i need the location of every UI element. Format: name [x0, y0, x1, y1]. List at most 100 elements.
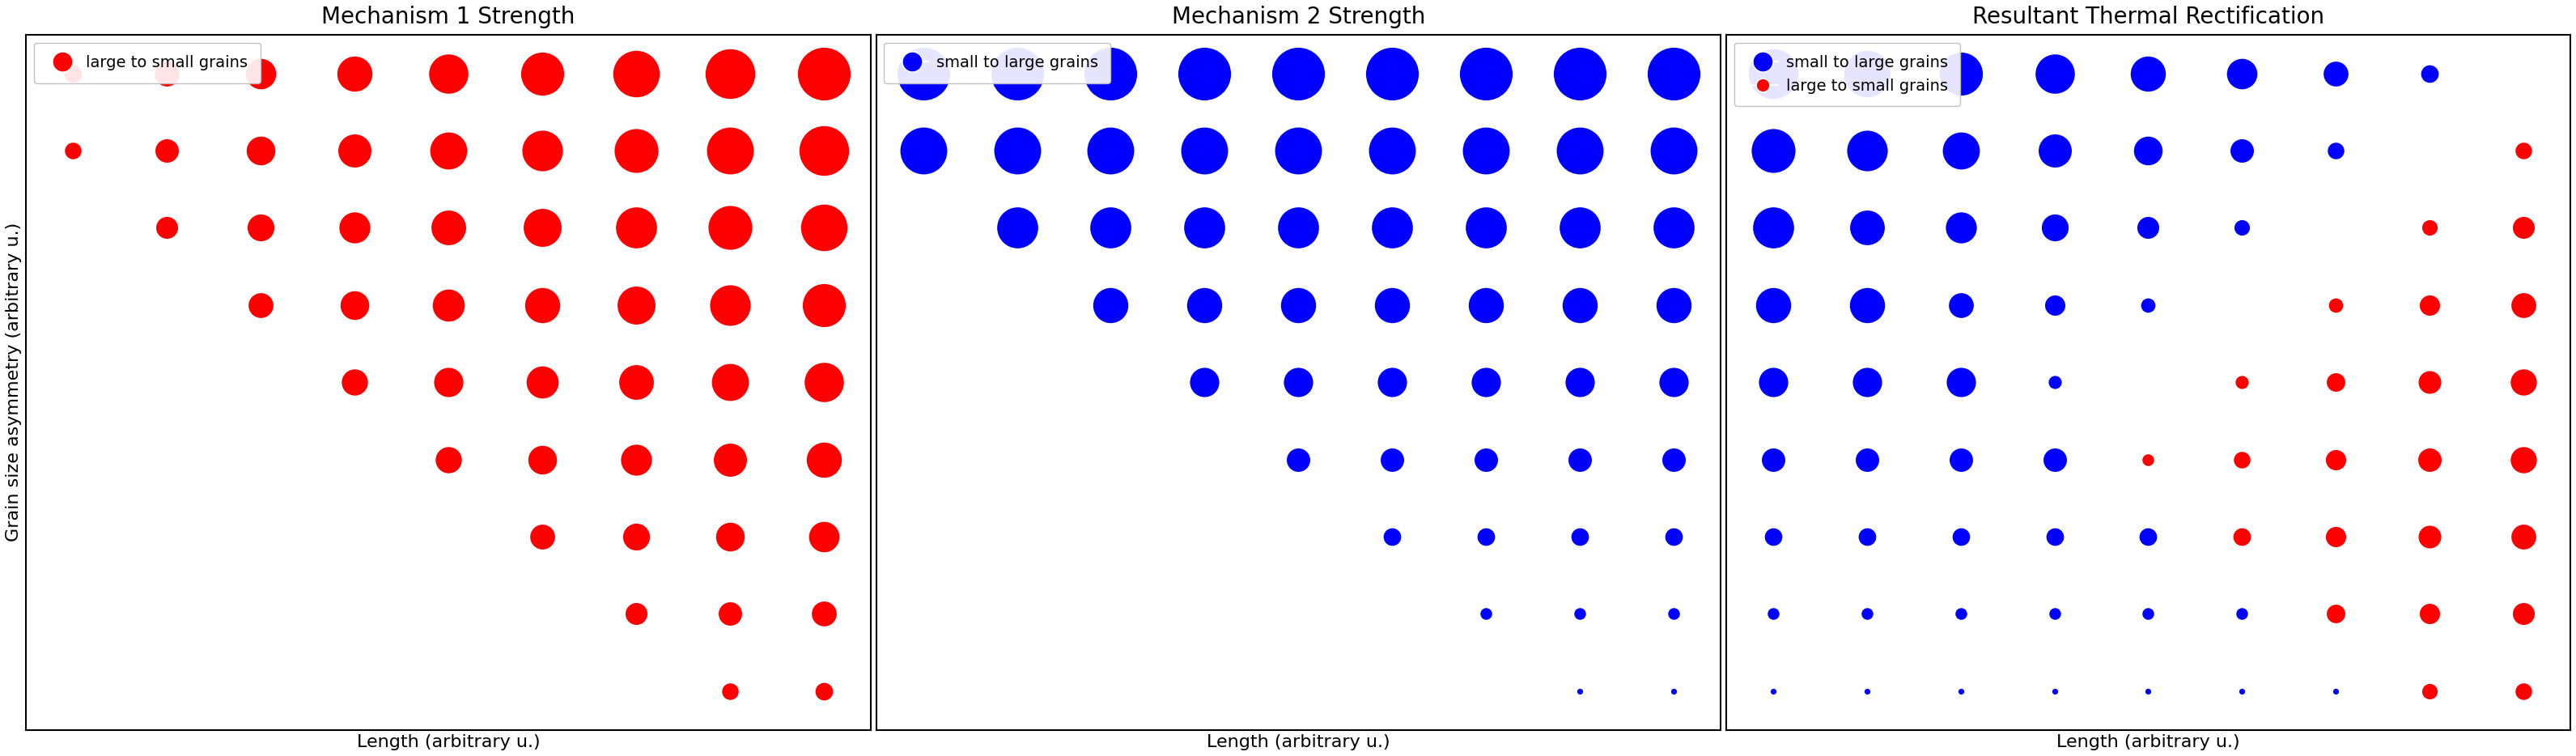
- Point: [2316, 608, 2357, 620]
- Point: [1558, 67, 1600, 79]
- Point: [523, 67, 564, 79]
- Point: [708, 67, 750, 79]
- Point: [1185, 144, 1226, 156]
- Point: [2504, 144, 2545, 156]
- Point: [2035, 685, 2076, 697]
- Point: [2409, 531, 2450, 543]
- X-axis label: Length (arbitrary u.): Length (arbitrary u.): [1206, 734, 1391, 751]
- Point: [1847, 299, 1888, 311]
- X-axis label: Length (arbitrary u.): Length (arbitrary u.): [355, 734, 541, 751]
- Point: [1940, 67, 1981, 79]
- Point: [52, 144, 93, 156]
- Point: [708, 531, 750, 543]
- Point: [1654, 222, 1695, 234]
- Point: [616, 222, 657, 234]
- Title: Resultant Thermal Rectification: Resultant Thermal Rectification: [1973, 5, 2324, 28]
- Point: [2035, 376, 2076, 389]
- Point: [1654, 608, 1695, 620]
- Point: [2221, 454, 2262, 466]
- Point: [2316, 685, 2357, 697]
- Point: [1847, 608, 1888, 620]
- Y-axis label: Grain size asymmetry (arbitrary u.): Grain size asymmetry (arbitrary u.): [5, 222, 21, 542]
- Point: [804, 685, 845, 697]
- Point: [1847, 222, 1888, 234]
- Point: [2409, 608, 2450, 620]
- Point: [523, 376, 564, 389]
- Point: [1940, 608, 1981, 620]
- Point: [2316, 376, 2357, 389]
- Point: [523, 454, 564, 466]
- Point: [2128, 531, 2169, 543]
- Point: [2504, 685, 2545, 697]
- Point: [1278, 299, 1319, 311]
- Point: [2128, 222, 2169, 234]
- Point: [708, 454, 750, 466]
- Point: [804, 222, 845, 234]
- Point: [2221, 531, 2262, 543]
- Point: [240, 299, 281, 311]
- Point: [2221, 222, 2262, 234]
- Point: [1185, 222, 1226, 234]
- Point: [1654, 299, 1695, 311]
- Point: [428, 144, 469, 156]
- Legend: small to large grains: small to large grains: [884, 42, 1110, 83]
- Point: [1558, 531, 1600, 543]
- Point: [147, 67, 188, 79]
- Point: [997, 144, 1038, 156]
- Point: [1654, 67, 1695, 79]
- Point: [1466, 608, 1507, 620]
- Point: [1940, 376, 1981, 389]
- Point: [616, 144, 657, 156]
- Point: [708, 222, 750, 234]
- Point: [1558, 299, 1600, 311]
- Point: [804, 454, 845, 466]
- Point: [335, 376, 376, 389]
- Point: [1752, 222, 1793, 234]
- Point: [1370, 299, 1412, 311]
- Point: [2221, 608, 2262, 620]
- Point: [2316, 531, 2357, 543]
- Point: [1466, 376, 1507, 389]
- Point: [997, 222, 1038, 234]
- Point: [2504, 299, 2545, 311]
- Point: [1752, 67, 1793, 79]
- Point: [2316, 299, 2357, 311]
- Point: [1466, 454, 1507, 466]
- Point: [2035, 144, 2076, 156]
- Point: [1847, 376, 1888, 389]
- X-axis label: Length (arbitrary u.): Length (arbitrary u.): [2056, 734, 2241, 751]
- Title: Mechanism 1 Strength: Mechanism 1 Strength: [322, 5, 574, 28]
- Point: [1940, 531, 1981, 543]
- Point: [2409, 222, 2450, 234]
- Point: [147, 222, 188, 234]
- Point: [428, 376, 469, 389]
- Point: [1558, 608, 1600, 620]
- Point: [1466, 299, 1507, 311]
- Point: [1654, 531, 1695, 543]
- Point: [2316, 454, 2357, 466]
- Point: [1752, 299, 1793, 311]
- Point: [1654, 454, 1695, 466]
- Point: [1940, 454, 1981, 466]
- Point: [1558, 222, 1600, 234]
- Point: [902, 67, 943, 79]
- Point: [1090, 299, 1131, 311]
- Point: [2035, 454, 2076, 466]
- Point: [1370, 144, 1412, 156]
- Point: [1752, 144, 1793, 156]
- Point: [1940, 685, 1981, 697]
- Point: [1558, 685, 1600, 697]
- Legend: large to small grains: large to small grains: [33, 42, 260, 83]
- Point: [1558, 376, 1600, 389]
- Point: [523, 222, 564, 234]
- Point: [1847, 67, 1888, 79]
- Point: [2504, 376, 2545, 389]
- Point: [804, 144, 845, 156]
- Point: [2409, 454, 2450, 466]
- Point: [1466, 222, 1507, 234]
- Point: [2221, 144, 2262, 156]
- Point: [1847, 531, 1888, 543]
- Point: [1278, 376, 1319, 389]
- Point: [2128, 454, 2169, 466]
- Point: [240, 67, 281, 79]
